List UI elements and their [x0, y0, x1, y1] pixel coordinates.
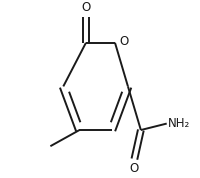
- Text: NH₂: NH₂: [167, 117, 190, 130]
- Text: O: O: [81, 1, 90, 14]
- Text: O: O: [129, 162, 138, 175]
- Text: O: O: [118, 35, 128, 48]
